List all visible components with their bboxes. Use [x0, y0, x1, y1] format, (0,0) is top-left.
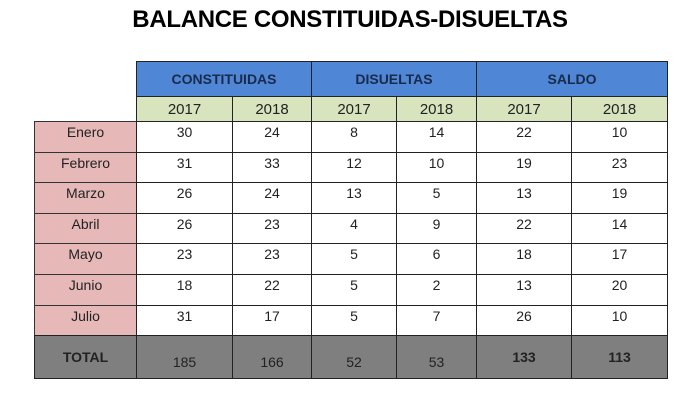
table-cell: 14	[396, 121, 477, 153]
table-cell: 4	[311, 213, 397, 244]
month-label: Mayo	[34, 243, 137, 275]
table-cell: 26	[136, 182, 233, 214]
table-cell: 5	[311, 305, 397, 336]
table-cell: 24	[232, 121, 312, 153]
total-label: TOTAL	[34, 335, 137, 379]
page-title: BALANCE CONSTITUIDAS-DISUELTAS	[132, 6, 568, 33]
table-cell: 22	[232, 274, 312, 306]
table-cell: 26	[136, 213, 233, 244]
table-cell: 13	[311, 182, 397, 214]
table-cell: 23	[232, 243, 312, 275]
table-cell: 17	[571, 243, 668, 275]
total-cell: 166	[232, 335, 312, 379]
table-cell: 14	[571, 213, 668, 244]
total-cell: 133	[476, 335, 572, 379]
table-cell: 23	[136, 243, 233, 275]
month-label: Julio	[34, 305, 137, 336]
table-cell: 7	[396, 305, 477, 336]
table-cell: 5	[396, 182, 477, 214]
month-label: Marzo	[34, 182, 137, 214]
table-cell: 19	[476, 152, 572, 183]
year-header: 2017	[476, 96, 572, 122]
month-label: Febrero	[34, 152, 137, 183]
table-cell: 31	[136, 152, 233, 183]
table-cell: 8	[311, 121, 397, 153]
month-label: Enero	[34, 121, 137, 153]
table-cell: 12	[311, 152, 397, 183]
total-cell: 113	[571, 335, 668, 379]
year-header: 2018	[232, 96, 312, 122]
table-cell: 24	[232, 182, 312, 214]
table-cell: 10	[571, 121, 668, 153]
total-cell: 52	[311, 335, 397, 379]
table-cell: 33	[232, 152, 312, 183]
table-cell: 9	[396, 213, 477, 244]
table-cell: 5	[311, 274, 397, 306]
month-label: Junio	[34, 274, 137, 306]
table-cell: 18	[136, 274, 233, 306]
group-header-saldo: SALDO	[476, 61, 668, 97]
table-cell: 13	[476, 182, 572, 214]
month-label: Abril	[34, 213, 137, 244]
year-header: 2017	[311, 96, 397, 122]
table-cell: 22	[476, 121, 572, 153]
table-cell: 5	[311, 243, 397, 275]
table-cell: 19	[571, 182, 668, 214]
group-header-constituidas: CONSTITUIDAS	[136, 61, 312, 97]
table-cell: 23	[571, 152, 668, 183]
table-cell: 31	[136, 305, 233, 336]
year-header: 2018	[396, 96, 477, 122]
total-cell: 185	[136, 335, 233, 379]
table-cell: 30	[136, 121, 233, 153]
table-cell: 26	[476, 305, 572, 336]
table-cell: 6	[396, 243, 477, 275]
table-cell: 10	[571, 305, 668, 336]
table-cell: 18	[476, 243, 572, 275]
total-cell: 53	[396, 335, 477, 379]
table-cell: 20	[571, 274, 668, 306]
table-cell: 23	[232, 213, 312, 244]
table-cell: 13	[476, 274, 572, 306]
table-cell: 2	[396, 274, 477, 306]
table-cell: 17	[232, 305, 312, 336]
group-header-disueltas: DISUELTAS	[311, 61, 477, 97]
year-header: 2018	[571, 96, 668, 122]
table-cell: 22	[476, 213, 572, 244]
table-cell: 10	[396, 152, 477, 183]
year-header: 2017	[136, 96, 233, 122]
